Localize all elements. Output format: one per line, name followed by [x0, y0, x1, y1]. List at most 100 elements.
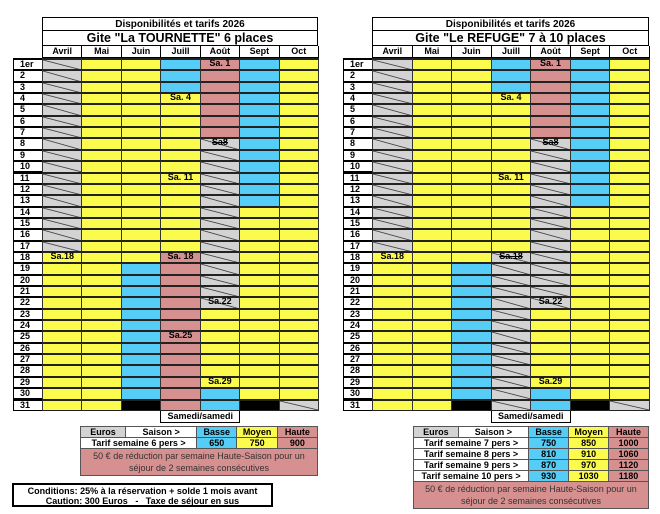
day-cell: [490, 103, 532, 116]
day-cell: [609, 194, 650, 207]
day-cell: [42, 296, 83, 309]
day-cell: [81, 387, 122, 400]
day-cell: [278, 194, 319, 207]
day-cell: [239, 114, 280, 128]
day-cell: [569, 273, 611, 286]
day-cell: [199, 114, 241, 128]
day-cell: [42, 375, 83, 389]
day-cell: [120, 69, 162, 82]
day-cell: [490, 92, 532, 105]
day-cell: [42, 103, 83, 116]
day-cell: [278, 330, 319, 343]
day-cell: [278, 92, 319, 105]
day-cell: [372, 58, 413, 71]
day-cell: [609, 387, 650, 400]
day-cell: [81, 205, 122, 218]
day-cell: [372, 103, 413, 116]
month-header-0: Avril: [372, 46, 413, 58]
day-cell: [160, 307, 201, 321]
day-cell: [199, 330, 241, 343]
day-cell: [278, 216, 319, 230]
day-cell: [451, 80, 492, 94]
day-cell: [199, 80, 241, 94]
day-cell: [42, 148, 83, 162]
day-cell: [411, 216, 453, 230]
saturday-label: Sa. 4: [169, 92, 191, 103]
day-cell: [372, 239, 413, 252]
month-header-4: Août: [199, 46, 241, 58]
day-cell: [530, 114, 571, 128]
day-cell: [42, 205, 83, 218]
day-cell: [530, 194, 571, 207]
day-cell: [490, 353, 532, 366]
day-cell: [569, 216, 611, 230]
day-cell: [411, 250, 453, 264]
day-cell: [490, 80, 532, 94]
day-cell: [609, 114, 650, 128]
day-cell: [278, 285, 319, 298]
moyen-header: Moyen: [236, 426, 278, 438]
day-cell: [278, 239, 319, 252]
day-cell: [451, 262, 492, 275]
day-cell: [530, 137, 571, 150]
day-cell: [530, 285, 571, 298]
day-cell: [490, 239, 532, 252]
day-cell: [372, 92, 413, 105]
day-cell: [239, 387, 280, 400]
day-cell: [239, 273, 280, 286]
day-cell: [42, 262, 83, 275]
day-cell: [239, 182, 280, 196]
conditions-box: Conditions: 25% à la réservation + solde…: [12, 483, 273, 507]
day-cell: [81, 228, 122, 241]
day-cell: [239, 341, 280, 355]
day-cell: [120, 205, 162, 218]
day-cell: [120, 341, 162, 355]
day-cell: [411, 262, 453, 275]
day-cell: [372, 353, 413, 366]
day-cell: [569, 182, 611, 196]
day-cell: [411, 330, 453, 343]
day-cell: [451, 239, 492, 252]
day-cell: [239, 137, 280, 150]
day-cell: [530, 126, 571, 139]
day-cell: [490, 398, 532, 411]
month-header-3: Juill: [490, 46, 532, 58]
day-cell: [239, 296, 280, 309]
day-cell: [199, 58, 241, 71]
day-cell: [490, 216, 532, 230]
day-cell: [530, 387, 571, 400]
day-cell: [569, 307, 611, 321]
day-cell: [451, 126, 492, 139]
haute-price: 1060: [608, 448, 649, 460]
day-cell: [239, 58, 280, 71]
day-cell: [239, 171, 280, 184]
day-cell: [451, 114, 492, 128]
day-cell: [411, 228, 453, 241]
day-cell: [42, 398, 83, 411]
day-cell: [372, 398, 413, 411]
day-cell: [42, 319, 83, 332]
day-cell: [239, 319, 280, 332]
haute-price: 900: [276, 437, 319, 449]
day-cell: [81, 126, 122, 139]
saturday-label: Sa. 4: [500, 92, 522, 103]
day-cell: [490, 205, 532, 218]
day-cell: [530, 239, 571, 252]
day-cell: [530, 319, 571, 332]
day-cell: [199, 273, 241, 286]
day-cell: [530, 341, 571, 355]
day-cell: [160, 330, 201, 343]
day-cell: [239, 250, 280, 264]
day-cell: [609, 273, 650, 286]
saturday-label: Sa.29: [538, 375, 563, 386]
tarif-row: Tarif semaine 8 pers > 810 910 1060: [412, 448, 649, 460]
day-cell: [42, 330, 83, 343]
day-cell: [569, 58, 611, 71]
day-cell: [569, 205, 611, 218]
day-cell: [239, 92, 280, 105]
day-cell: [490, 171, 532, 184]
day-cell: [42, 69, 83, 82]
day-cell: [451, 92, 492, 105]
day-cell: [160, 341, 201, 355]
day-cell: [120, 239, 162, 252]
